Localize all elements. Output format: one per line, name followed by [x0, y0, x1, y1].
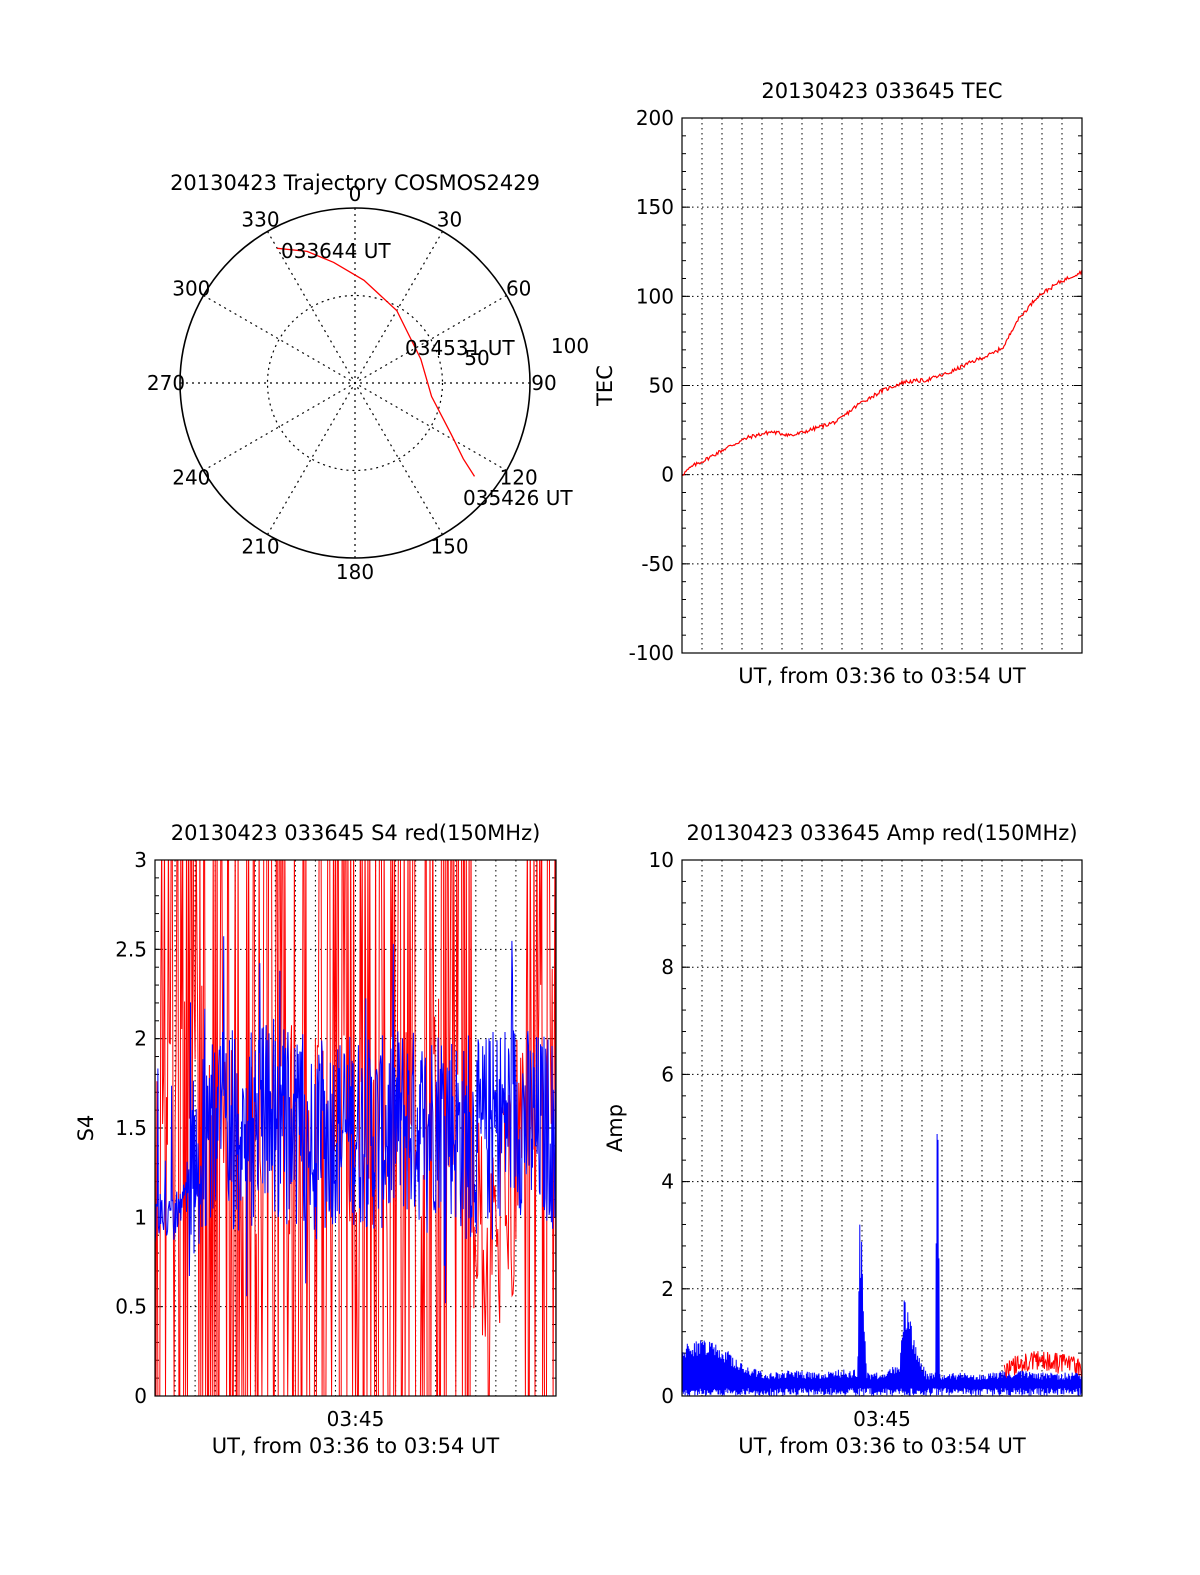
y-tick-label: 1.5	[115, 1116, 147, 1140]
polar-spoke	[266, 231, 444, 535]
polar-grid-circle	[266, 294, 444, 472]
y-tick-label: 6	[661, 1062, 674, 1086]
azimuth-label: 90	[531, 371, 556, 395]
y-axis-label: TEC	[593, 365, 617, 407]
plot-frame	[681, 117, 1083, 654]
trajectory-annotation: 033644 UT	[281, 239, 391, 263]
azimuth-label: 330	[241, 207, 279, 231]
trajectory-annotation: 035426 UT	[463, 486, 573, 510]
azimuth-label: 300	[172, 277, 210, 301]
s4-blue-series	[155, 936, 556, 1304]
tec-series-line	[681, 269, 1083, 477]
y-tick-label: 0	[661, 1384, 674, 1408]
azimuth-label: 60	[506, 277, 531, 301]
azimuth-label: 150	[430, 535, 468, 559]
chart-title: 20130423 Trajectory COSMOS2429	[170, 171, 540, 195]
y-tick-label: 150	[636, 195, 674, 219]
tec-chart: 20130423 033645 TEC 200 150 100 50 0 -50 -100 UT…	[593, 79, 1083, 688]
y-axis-label: S4	[74, 1115, 98, 1142]
y-tick-label: 0	[134, 1384, 147, 1408]
chart-title: 20130423 033645 TEC	[761, 79, 1002, 103]
trajectory-line	[277, 247, 476, 477]
y-tick-label: 4	[661, 1170, 674, 1194]
y-tick-label: 100	[636, 284, 674, 308]
y-tick-label: 10	[649, 848, 674, 872]
y-tick-label: -50	[641, 552, 674, 576]
chart-title: 20130423 033645 Amp red(150MHz)	[686, 821, 1077, 845]
azimuth-label: 30	[437, 207, 462, 231]
y-tick-label: 1	[134, 1205, 147, 1229]
x-axis-label: UT, from 03:36 to 03:54 UT	[738, 664, 1026, 688]
y-tick-label: 0.5	[115, 1295, 147, 1319]
amp-chart: 20130423 033645 Amp red(150MHz) 10 8 6 4 2 0 03…	[603, 821, 1083, 1458]
x-axis-label: UT, from 03:36 to 03:54 UT	[212, 1434, 500, 1458]
radius-label: 100	[551, 334, 589, 358]
y-tick-label: 2	[661, 1277, 674, 1301]
azimuth-label: 270	[147, 371, 185, 395]
s4-chart: 20130423 033645 S4 red(150MHz) 3 2.5 2 1.5 1 0…	[74, 821, 557, 1458]
y-tick-label: 0	[661, 463, 674, 487]
azimuth-label: 240	[172, 466, 210, 490]
y-tick-label: -100	[629, 641, 674, 665]
plot-frame	[154, 859, 557, 1397]
radius-label: 50	[464, 346, 489, 370]
x-tick-label: 03:45	[327, 1407, 385, 1431]
amp-red-series	[1003, 1351, 1083, 1384]
azimuth-label: 0	[349, 182, 362, 206]
y-tick-label: 50	[649, 374, 674, 398]
x-tick-label: 03:45	[853, 1407, 911, 1431]
y-tick-label: 2.5	[115, 937, 147, 961]
amp-blue-series	[681, 1133, 1083, 1397]
azimuth-label: 120	[500, 466, 538, 490]
y-tick-label: 200	[636, 106, 674, 130]
y-tick-label: 8	[661, 955, 674, 979]
y-tick-label: 3	[134, 848, 147, 872]
trajectory-annotation: 034531 UT	[405, 336, 515, 360]
chart-title: 20130423 033645 S4 red(150MHz)	[171, 821, 541, 845]
azimuth-label: 180	[336, 560, 374, 584]
x-axis-label: UT, from 03:36 to 03:54 UT	[738, 1434, 1026, 1458]
plot-frame	[681, 859, 1083, 1397]
y-axis-label: Amp	[603, 1104, 627, 1152]
y-tick-label: 2	[134, 1027, 147, 1051]
azimuth-label: 210	[241, 535, 279, 559]
